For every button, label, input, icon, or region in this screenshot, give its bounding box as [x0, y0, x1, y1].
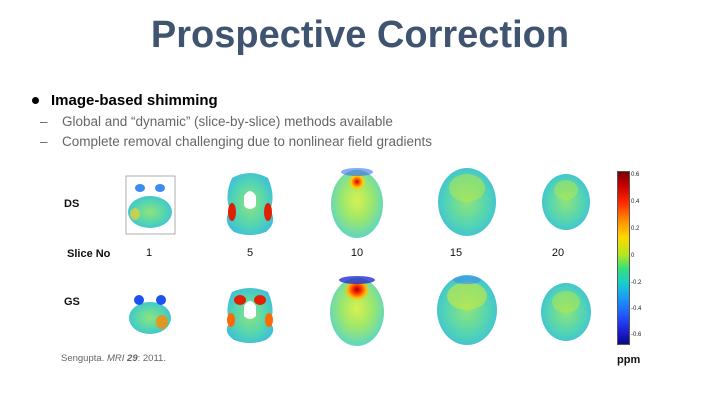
colorbar-tick: 0.6: [631, 172, 640, 178]
citation-author: Sengupta.: [61, 353, 107, 364]
bullet-item: Image-based shimming: [32, 92, 218, 109]
row-label-ds: DS: [64, 198, 80, 210]
colorbar-tick: 0: [631, 253, 635, 259]
gs-slice-20: [541, 283, 591, 341]
gs-slice-1: [129, 295, 171, 334]
citation: Sengupta. MRI 29: 2011.: [61, 353, 166, 364]
gs-slice-5: [226, 288, 274, 343]
subbullet-text: Complete removal challenging due to nonl…: [62, 134, 432, 149]
dash-icon: –: [40, 134, 48, 149]
ds-slice-1: [125, 175, 176, 235]
slide-title: Prospective Correction: [150, 14, 570, 56]
slice-number: 5: [246, 247, 254, 259]
citation-volume: 29: [127, 353, 138, 364]
gs-slice-10: [330, 276, 384, 346]
colorbar-tick: -0.2: [631, 280, 642, 286]
slice-number: 1: [145, 247, 153, 259]
subbullet-2: – Complete removal challenging due to non…: [40, 134, 432, 149]
subbullet-1: – Global and “dynamic” (slice-by-slice) m…: [40, 114, 393, 129]
bullet-dot-icon: [32, 97, 39, 104]
dash-icon: –: [40, 114, 48, 129]
subbullet-text: Global and “dynamic” (slice-by-slice) me…: [62, 114, 393, 129]
slice-number: 15: [449, 247, 463, 259]
colorbar-tick: -0.6: [631, 332, 642, 338]
gs-slice-15: [437, 275, 497, 345]
ds-slice-20: [542, 174, 590, 230]
slice-number: 10: [350, 247, 364, 259]
colorbar-tick: 0.4: [631, 199, 640, 205]
citation-journal: MRI: [106, 353, 125, 364]
citation-rest: : 2011.: [137, 353, 166, 364]
row-label-gs: GS: [64, 296, 80, 308]
ds-slice-5: [226, 173, 274, 235]
colorbar: [617, 171, 630, 345]
ds-slice-15: [438, 168, 496, 236]
colorbar-tick: -0.4: [631, 306, 642, 312]
bullet-text: Image-based shimming: [51, 92, 218, 109]
row-label-slice-no: Slice No: [67, 248, 111, 260]
colorbar-tick: 0.2: [631, 226, 640, 232]
colorbar-unit: ppm: [617, 354, 641, 366]
ds-slice-10: [331, 168, 383, 238]
slice-number: 20: [551, 247, 565, 259]
